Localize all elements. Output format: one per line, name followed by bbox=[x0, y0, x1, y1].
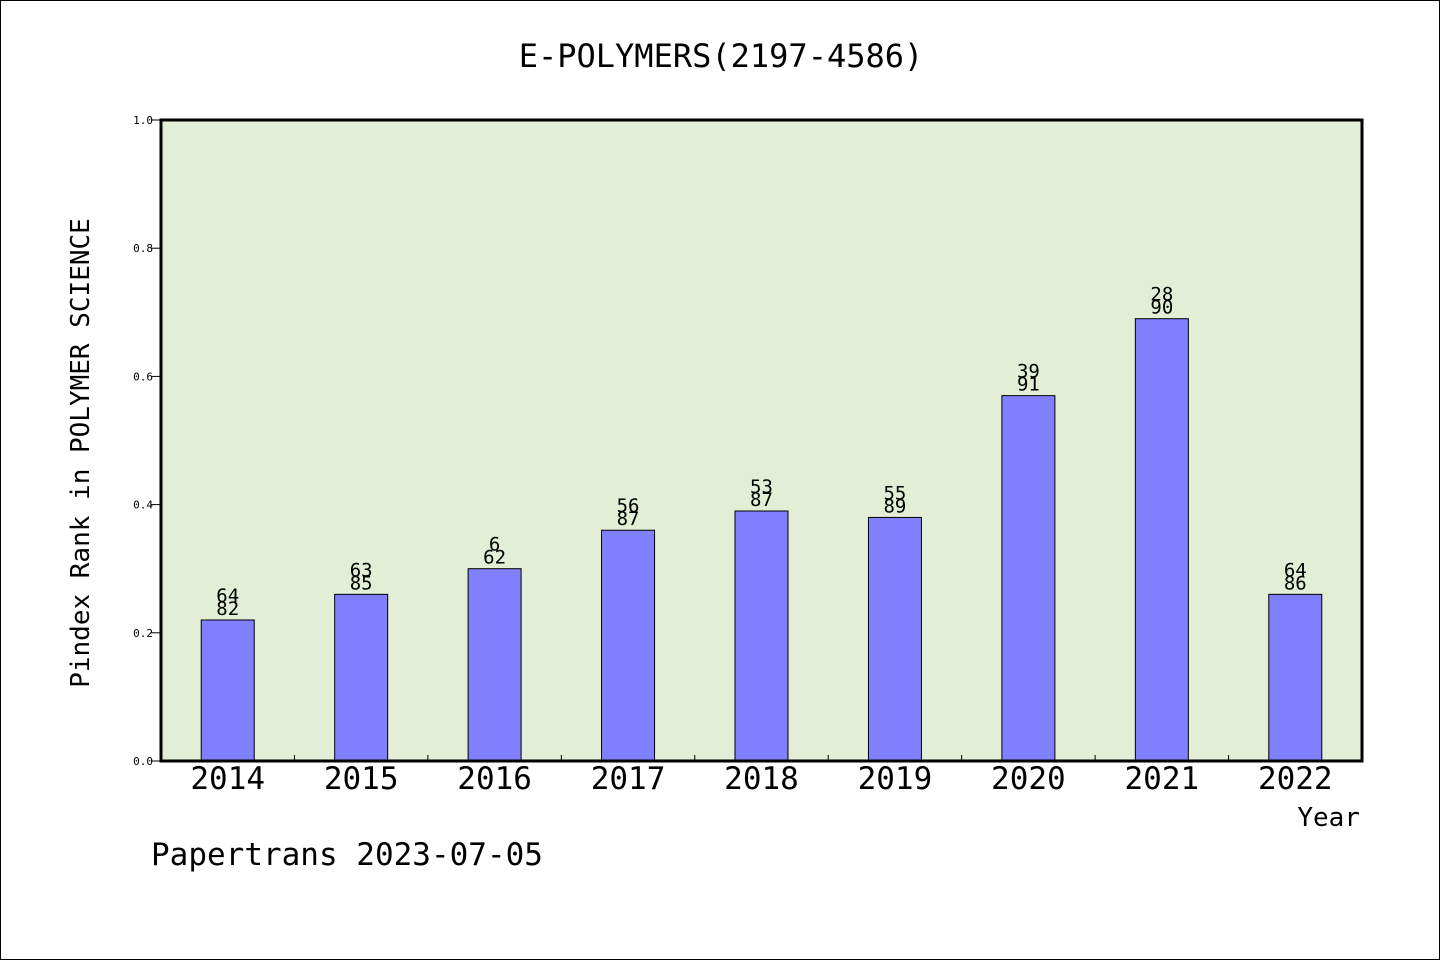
data-label-bottom: 86 bbox=[1284, 572, 1307, 594]
plot-border bbox=[159, 118, 1364, 763]
bar bbox=[601, 529, 656, 762]
data-label-bottom: 87 bbox=[750, 489, 773, 511]
bar bbox=[467, 568, 522, 762]
data-label-top: 64 bbox=[1284, 559, 1307, 581]
bar-series bbox=[200, 318, 1323, 762]
data-label-bottom: 87 bbox=[617, 508, 640, 530]
data-label-bottom: 82 bbox=[216, 598, 239, 620]
y-tick-label: 1.0 bbox=[133, 114, 153, 127]
x-tick-label: 2020 bbox=[991, 761, 1066, 797]
y-tick-label: 0.0 bbox=[133, 755, 153, 768]
y-tick-label: 0.6 bbox=[133, 370, 153, 383]
data-label-top: 56 bbox=[617, 495, 640, 517]
footer-credit: Papertrans 2023-07-05 bbox=[151, 837, 543, 873]
data-label-top: 53 bbox=[750, 476, 773, 498]
data-label-bottom: 90 bbox=[1150, 297, 1173, 319]
data-label-bottom: 89 bbox=[883, 495, 906, 517]
data-label-top: 6 bbox=[489, 534, 500, 556]
x-axis-label: Year bbox=[1297, 803, 1360, 833]
x-axis: 2014 2015 2016 2017 2018 2019 2020 2021 2022 bbox=[190, 755, 1333, 797]
x-tick-label: 2017 bbox=[591, 761, 666, 797]
x-tick-label: 2018 bbox=[724, 761, 799, 797]
y-tick-label: 0.4 bbox=[133, 499, 153, 512]
bar bbox=[1268, 593, 1323, 762]
bar bbox=[1001, 395, 1056, 762]
bar bbox=[200, 619, 255, 762]
x-tick-label: 2015 bbox=[324, 761, 399, 797]
x-tick-label: 2022 bbox=[1258, 761, 1333, 797]
data-label-bottom: 91 bbox=[1017, 374, 1040, 396]
y-axis: 0.0 0.2 0.4 0.6 0.8 1.0 bbox=[133, 114, 161, 768]
data-label-top: 28 bbox=[1150, 284, 1173, 306]
x-tick-label: 2014 bbox=[190, 761, 265, 797]
data-label-bottom: 62 bbox=[483, 547, 506, 569]
data-label-top: 55 bbox=[883, 482, 906, 504]
x-tick-label: 2019 bbox=[858, 761, 933, 797]
x-tick-label: 2021 bbox=[1125, 761, 1200, 797]
x-tick-label: 2016 bbox=[457, 761, 532, 797]
bar bbox=[1134, 318, 1189, 762]
chart-title: E-POLYMERS(2197-4586) bbox=[519, 37, 924, 75]
bar bbox=[867, 516, 922, 762]
bar bbox=[734, 510, 789, 762]
data-label-top: 39 bbox=[1017, 361, 1040, 383]
data-label-bottom: 85 bbox=[350, 572, 373, 594]
bar bbox=[334, 593, 389, 762]
data-label-top: 63 bbox=[350, 559, 373, 581]
y-tick-label: 0.8 bbox=[133, 242, 153, 255]
y-axis-label: Pindex Rank in POLYMER SCIENCE bbox=[66, 218, 96, 688]
y-tick-label: 0.2 bbox=[133, 627, 153, 640]
data-label-top: 64 bbox=[216, 585, 239, 607]
